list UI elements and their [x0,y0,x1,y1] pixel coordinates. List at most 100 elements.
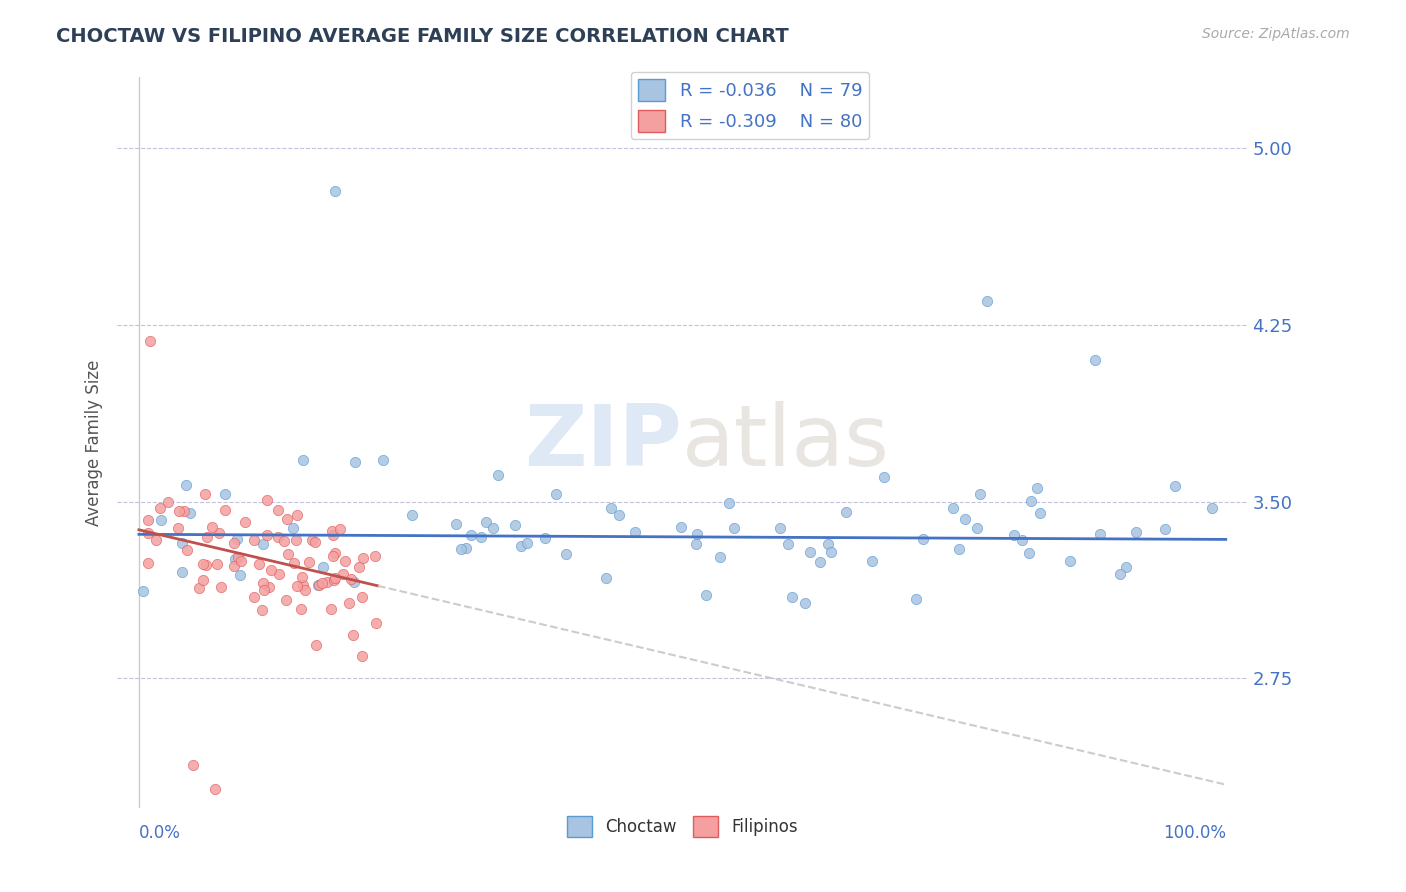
Point [173,504,195,518]
Point [481,520,503,534]
Point [624,524,647,539]
Point [444,516,467,531]
Point [505,517,527,532]
Point [516,536,538,550]
Point [253,582,276,597]
Point [1002,528,1025,542]
Point [335,554,357,568]
Point [912,533,935,547]
Point [723,521,745,535]
Point [966,521,988,535]
Point [685,527,707,541]
Point [343,574,366,589]
Point [222,536,245,550]
Point [595,571,617,585]
Point [717,496,740,510]
Point [350,590,373,604]
Point [1084,353,1107,368]
Point [1025,481,1047,495]
Point [969,487,991,501]
Point [315,575,337,590]
Point [267,502,290,516]
Point [364,549,387,563]
Point [948,541,970,556]
Point [1164,479,1187,493]
Point [669,520,692,534]
Point [284,533,307,547]
Point [167,521,190,535]
Point [298,555,321,569]
Y-axis label: Average Family Size: Average Family Size [86,359,103,525]
Point [599,501,621,516]
Point [486,468,509,483]
Point [257,581,280,595]
Point [204,781,226,796]
Text: ZIP: ZIP [524,401,682,484]
Point [454,541,477,555]
Point [322,549,344,563]
Point [460,528,482,542]
Point [352,551,374,566]
Point [226,532,249,546]
Point [312,560,335,574]
Point [685,537,707,551]
Point [169,503,191,517]
Text: CHOCTAW VS FILIPINO AVERAGE FAMILY SIZE CORRELATION CHART: CHOCTAW VS FILIPINO AVERAGE FAMILY SIZE … [56,27,789,45]
Point [325,571,347,585]
Point [1201,501,1223,516]
Point [1011,533,1033,548]
Point [976,294,998,309]
Point [1125,525,1147,540]
Point [174,478,197,492]
Point [252,575,274,590]
Point [252,537,274,551]
Point [176,543,198,558]
Point [172,536,194,550]
Point [1109,566,1132,581]
Point [285,508,308,522]
Point [191,573,214,587]
Point [242,590,264,604]
Point [554,547,576,561]
Point [344,455,367,469]
Point [193,557,215,571]
Text: 0.0%: 0.0% [139,824,181,842]
Point [229,568,252,582]
Point [292,452,315,467]
Point [808,555,831,569]
Point [179,506,201,520]
Point [247,558,270,572]
Point [321,601,343,615]
Point [194,487,217,501]
Point [780,591,803,605]
Legend: Choctaw, Filipinos: Choctaw, Filipinos [560,810,804,843]
Point [205,557,228,571]
Point [136,513,159,527]
Point [323,546,346,560]
Point [769,521,792,535]
Point [292,578,315,592]
Point [260,563,283,577]
Point [323,184,346,198]
Point [1088,527,1111,541]
Point [214,503,236,517]
Point [132,584,155,599]
Point [401,508,423,523]
Point [304,535,326,549]
Point [329,522,352,536]
Point [195,558,218,572]
Point [276,512,298,526]
Point [139,334,162,349]
Point [243,533,266,547]
Point [835,505,858,519]
Point [1021,493,1043,508]
Point [1018,546,1040,560]
Point [207,525,229,540]
Point [373,453,395,467]
Point [285,579,308,593]
Point [1154,522,1177,536]
Point [942,500,965,515]
Point [799,545,821,559]
Point [145,533,167,548]
Point [250,603,273,617]
